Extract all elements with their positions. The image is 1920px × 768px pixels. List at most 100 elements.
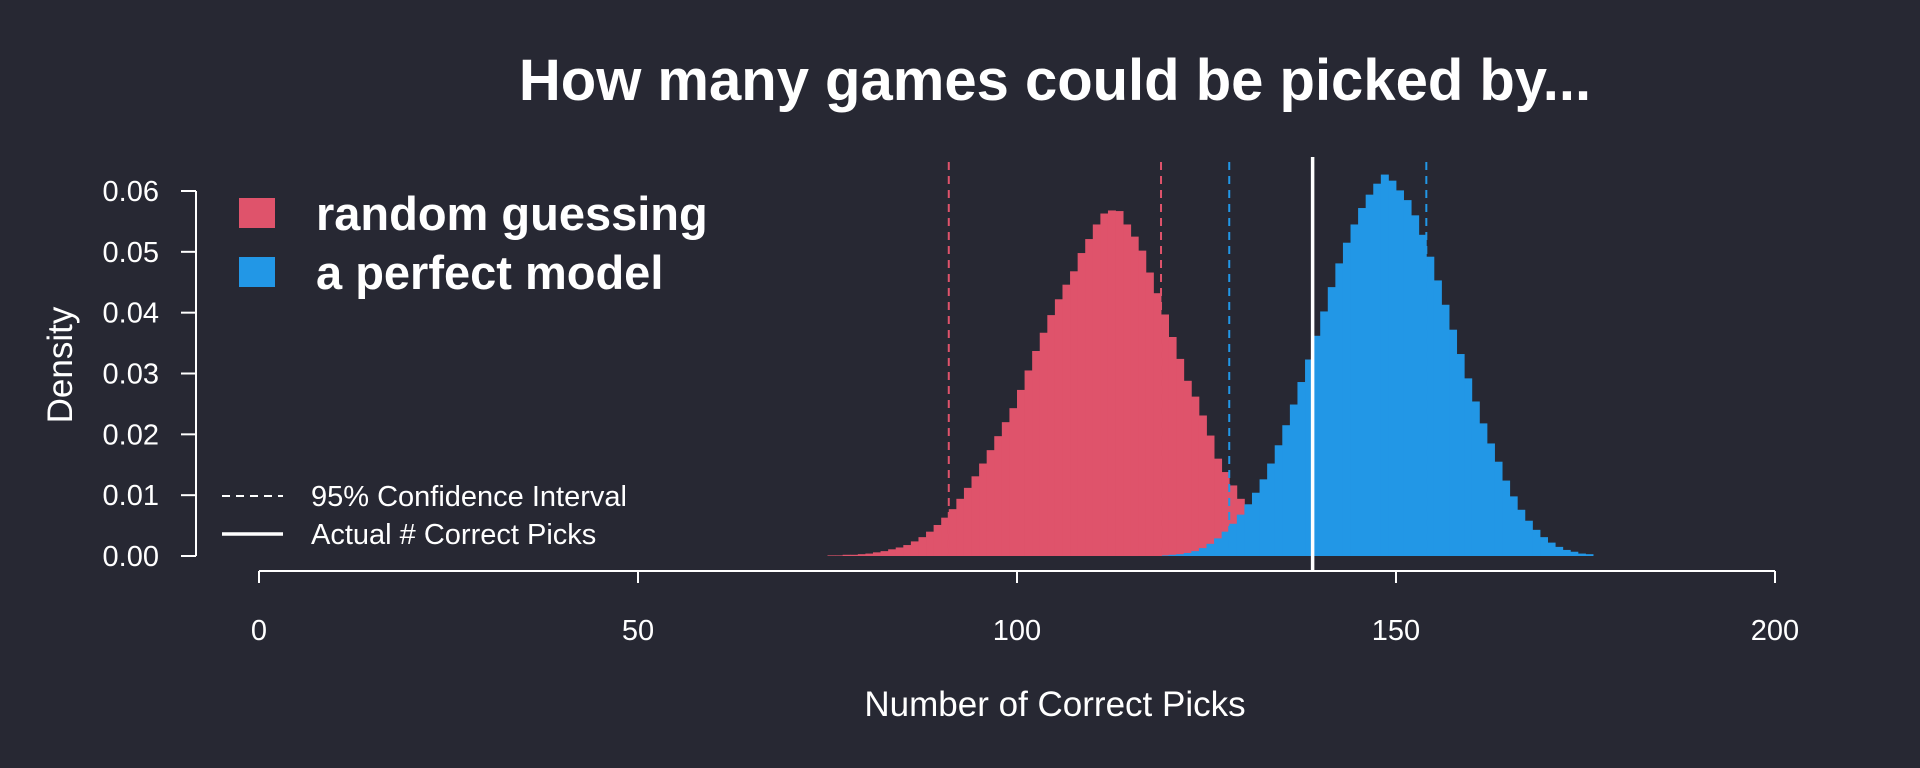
x-tick-label-0: 0	[251, 615, 267, 647]
bar-a-perfect-model-129	[1236, 514, 1245, 556]
bar-random-guessing-88	[926, 531, 935, 556]
bar-random-guessing-103	[1039, 332, 1048, 556]
bar-random-guessing-80	[865, 553, 874, 556]
bar-random-guessing-105	[1054, 299, 1063, 556]
bar-random-guessing-98	[1001, 422, 1010, 556]
bar-random-guessing-76	[835, 555, 844, 556]
bar-random-guessing-90	[941, 517, 950, 556]
bar-a-perfect-model-166	[1517, 509, 1526, 556]
bar-a-perfect-model-171	[1555, 546, 1564, 557]
bar-random-guessing-84	[895, 547, 904, 556]
y-tick-label-5: 0.05	[103, 237, 159, 269]
bar-a-perfect-model-138	[1305, 359, 1314, 556]
bar-random-guessing-113	[1115, 211, 1124, 556]
bar-random-guessing-83	[888, 549, 897, 556]
bar-a-perfect-model-133	[1267, 463, 1276, 556]
bar-a-perfect-model-165	[1509, 496, 1518, 556]
series-a-perfect-model	[1161, 174, 1594, 557]
bar-random-guessing-85	[903, 545, 912, 556]
y-axis: 0.00 0.01 0.02 0.03 0.04 0.05 0.06	[103, 176, 197, 573]
bar-random-guessing-102	[1032, 350, 1041, 556]
bar-a-perfect-model-147	[1373, 183, 1382, 556]
bar-a-perfect-model-163	[1494, 461, 1503, 556]
bar-a-perfect-model-143	[1342, 242, 1351, 556]
bar-a-perfect-model-146	[1365, 194, 1374, 556]
bar-random-guessing-114	[1123, 224, 1132, 556]
bar-random-guessing-127	[1221, 472, 1230, 556]
x-tick-label-150: 150	[1372, 615, 1420, 647]
bar-random-guessing-128	[1229, 485, 1238, 556]
bar-a-perfect-model-140	[1320, 311, 1329, 556]
bar-random-guessing-89	[933, 524, 942, 556]
bar-random-guessing-93	[963, 487, 972, 556]
bar-a-perfect-model-126	[1214, 538, 1223, 556]
bar-random-guessing-110	[1092, 224, 1101, 556]
bar-random-guessing-126	[1214, 458, 1223, 556]
bar-a-perfect-model-131	[1251, 492, 1260, 556]
bar-a-perfect-model-164	[1502, 480, 1511, 556]
bar-a-perfect-model-168	[1532, 529, 1541, 556]
bar-random-guessing-106	[1062, 284, 1071, 556]
bar-random-guessing-117	[1145, 272, 1154, 556]
bar-random-guessing-96	[986, 450, 995, 556]
bar-a-perfect-model-124	[1198, 548, 1207, 556]
bar-random-guessing-99	[1009, 408, 1018, 556]
legend-label-confidence-interval: 95% Confidence Interval	[311, 481, 627, 513]
bar-a-perfect-model-157	[1449, 329, 1458, 556]
bar-a-perfect-model-158	[1456, 354, 1465, 556]
bar-random-guessing-78	[850, 554, 859, 556]
bar-random-guessing-125	[1206, 435, 1215, 556]
bar-random-guessing-97	[994, 436, 1003, 556]
bar-random-guessing-124	[1198, 415, 1207, 556]
y-tick-label-3: 0.03	[103, 359, 159, 391]
bar-a-perfect-model-148	[1380, 174, 1389, 556]
bar-random-guessing-111	[1100, 213, 1109, 556]
bar-a-perfect-model-151	[1403, 200, 1412, 556]
y-axis-label: Density	[41, 306, 80, 423]
bar-a-perfect-model-150	[1396, 190, 1404, 556]
bar-random-guessing-112	[1107, 210, 1116, 556]
bar-a-perfect-model-130	[1244, 504, 1253, 556]
y-tick-label-0: 0.00	[103, 541, 159, 573]
bar-a-perfect-model-167	[1524, 520, 1533, 556]
bar-a-perfect-model-141	[1327, 287, 1336, 556]
bar-random-guessing-79	[857, 554, 866, 556]
bar-random-guessing-121	[1176, 358, 1185, 556]
y-tick-label-2: 0.02	[103, 419, 159, 451]
series-random-guessing	[827, 210, 1329, 557]
bar-random-guessing-115	[1130, 236, 1139, 557]
bar-random-guessing-92	[956, 498, 965, 556]
bar-a-perfect-model-169	[1540, 537, 1548, 556]
bar-a-perfect-model-135	[1282, 425, 1291, 556]
x-tick-label-100: 100	[993, 615, 1041, 647]
bar-a-perfect-model-123	[1191, 551, 1200, 556]
bar-random-guessing-100	[1017, 389, 1025, 556]
bar-random-guessing-86	[910, 541, 919, 556]
bar-random-guessing-94	[971, 476, 980, 556]
bar-a-perfect-model-153	[1418, 234, 1427, 557]
bar-random-guessing-123	[1191, 396, 1200, 556]
bar-random-guessing-104	[1047, 315, 1056, 556]
bar-random-guessing-119	[1161, 314, 1169, 556]
y-tick-label-4: 0.04	[103, 298, 159, 330]
bar-random-guessing-108	[1077, 253, 1086, 557]
bar-random-guessing-95	[979, 463, 988, 556]
bar-random-guessing-87	[918, 537, 927, 556]
legend-swatch-a-perfect-model	[239, 257, 275, 287]
bar-a-perfect-model-134	[1274, 445, 1283, 556]
bar-a-perfect-model-127	[1221, 531, 1230, 556]
bar-a-perfect-model-173	[1570, 551, 1579, 556]
bar-random-guessing-75	[827, 555, 836, 556]
bar-a-perfect-model-136	[1289, 404, 1298, 556]
bar-a-perfect-model-149	[1388, 180, 1397, 556]
x-tick-label-50: 50	[622, 615, 654, 647]
bar-a-perfect-model-120	[1168, 554, 1177, 556]
bar-random-guessing-118	[1153, 293, 1162, 556]
bar-a-perfect-model-142	[1335, 263, 1344, 556]
bar-a-perfect-model-172	[1562, 549, 1571, 556]
x-axis: 0 50 100 150 200	[251, 570, 1799, 647]
bar-random-guessing-116	[1138, 250, 1147, 556]
bar-a-perfect-model-155	[1433, 280, 1442, 556]
bar-a-perfect-model-132	[1259, 479, 1268, 556]
